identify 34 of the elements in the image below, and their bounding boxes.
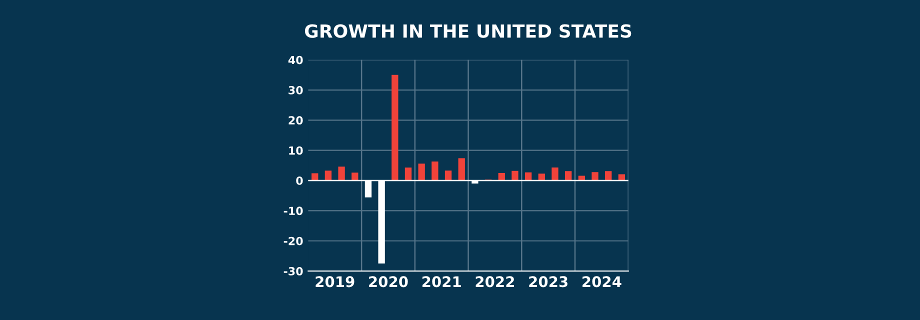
chart-title: GROWTH IN THE UNITED STATES (304, 24, 632, 38)
x-tick-label: 2019 (316, 276, 354, 288)
bar (352, 172, 358, 181)
y-tick-label: 30 (288, 86, 303, 94)
y-tick-label: 0 (296, 176, 303, 185)
y-tick-label: 20 (288, 116, 303, 125)
y-tick-label: -10 (284, 206, 303, 216)
bar (592, 172, 598, 181)
bar (458, 158, 465, 181)
bar (524, 172, 532, 181)
x-tick-label: 2024 (582, 276, 622, 288)
bar (432, 162, 438, 181)
bar (404, 168, 412, 181)
bar (578, 176, 586, 181)
bar (498, 172, 505, 181)
x-tick-label: 2022 (476, 276, 514, 288)
bar (618, 174, 626, 181)
y-tick-label: -20 (284, 236, 303, 246)
y-tick-label: -30 (284, 267, 303, 276)
y-tick-label: 10 (289, 146, 303, 155)
bar (512, 170, 518, 181)
y-tick-label: 40 (288, 56, 303, 64)
bar (564, 171, 572, 181)
bar (392, 74, 398, 181)
x-tick-label: 2020 (369, 276, 408, 288)
bar (444, 170, 452, 181)
x-tick-label: 2021 (422, 276, 461, 288)
bar (338, 166, 345, 181)
bar (418, 164, 425, 181)
x-tick-label: 2023 (529, 276, 568, 288)
bar (552, 168, 558, 181)
bar (538, 174, 545, 181)
bar (605, 171, 612, 181)
bar (324, 170, 332, 181)
